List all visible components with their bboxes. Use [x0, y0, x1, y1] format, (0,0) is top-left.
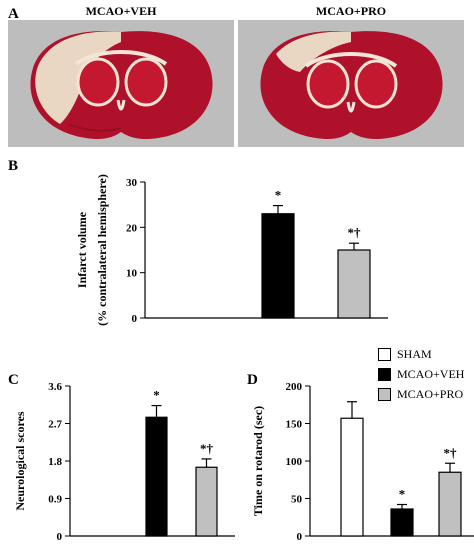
- y-tick-label-c: 3.6: [48, 381, 62, 393]
- y-tick-label-d: 50: [291, 494, 303, 506]
- y-axis-label-c: Neurological scores: [13, 411, 27, 511]
- y-tick-label-b: 20: [126, 222, 138, 234]
- y-axis-label-b: (% contralateral hemisphere): [95, 174, 109, 326]
- significance-mark-d: *†: [444, 445, 458, 460]
- bar-d-sham: [340, 417, 364, 537]
- y-tick-label-b: 0: [132, 313, 138, 325]
- legend-swatch-sham: [378, 347, 391, 361]
- y-tick-label-c: 0.9: [48, 494, 62, 506]
- y-tick-label-c: 1.8: [48, 456, 62, 468]
- brain-section-veh-drawing: [8, 20, 234, 147]
- y-axis-label-d: Time on rotarod (sec): [251, 406, 265, 516]
- bar-c-mcao-veh: [145, 416, 168, 537]
- panel-letter-c: C: [8, 372, 19, 388]
- legend-item-veh: MCAO+VEH: [378, 364, 472, 384]
- significance-mark-d: *: [399, 487, 406, 502]
- y-tick-label-c: 2.7: [48, 419, 62, 431]
- panel-letter-d: D: [247, 372, 258, 388]
- legend-swatch-pro: [378, 387, 391, 401]
- panel-letter-a: A: [8, 6, 19, 22]
- bar-b-mcao-veh: [261, 213, 295, 319]
- bar-d-mcao-veh: [390, 508, 414, 537]
- legend-label-pro: MCAO+PRO: [397, 386, 464, 401]
- y-tick-label-d: 100: [286, 456, 303, 468]
- panel-letter-b: B: [8, 158, 19, 174]
- significance-mark-b: *†: [348, 225, 362, 240]
- legend: SHAM MCAO+VEH MCAO+PRO: [378, 344, 472, 404]
- chart-c-neurological-scores: 0 0.9 1.8 2.7 3.6 Neurological scores * *†: [13, 381, 235, 543]
- legend-item-pro: MCAO+PRO: [378, 384, 472, 404]
- y-tick-label-b: 30: [126, 177, 138, 189]
- significance-mark-c: *: [153, 388, 160, 403]
- legend-label-sham: SHAM: [397, 346, 432, 361]
- bar-b-mcao-pro: [337, 249, 371, 319]
- significance-mark-b: *: [275, 188, 282, 203]
- brain-section-image-veh: [8, 20, 234, 147]
- y-tick-label-d: 150: [286, 419, 303, 431]
- chart-d-rotarod: 0 50 100 150 200 Time on rotarod (sec) * *†: [251, 381, 474, 543]
- legend-item-sham: SHAM: [378, 344, 472, 364]
- legend-label-veh: MCAO+VEH: [397, 366, 465, 381]
- y-tick-label-b: 10: [126, 268, 138, 280]
- brain-section-pro-drawing: [238, 20, 464, 147]
- bar-c-mcao-pro: [195, 466, 218, 537]
- chart-b-infarct-volume: 0 10 20 30 Infarct volume (% contralateral he…: [75, 174, 388, 326]
- bar-d-mcao-pro: [438, 471, 462, 537]
- significance-mark-c: *†: [200, 441, 214, 456]
- image-label-veh: MCAO+VEH: [85, 4, 157, 18]
- y-tick-label-c: 0: [57, 531, 63, 543]
- brain-section-image-pro: [238, 20, 464, 147]
- legend-swatch-veh: [378, 367, 391, 381]
- image-label-pro: MCAO+PRO: [315, 4, 387, 18]
- y-tick-label-d: 0: [297, 531, 303, 543]
- y-tick-label-d: 200: [286, 381, 303, 393]
- y-axis-label-b: Infarct volume: [75, 211, 89, 288]
